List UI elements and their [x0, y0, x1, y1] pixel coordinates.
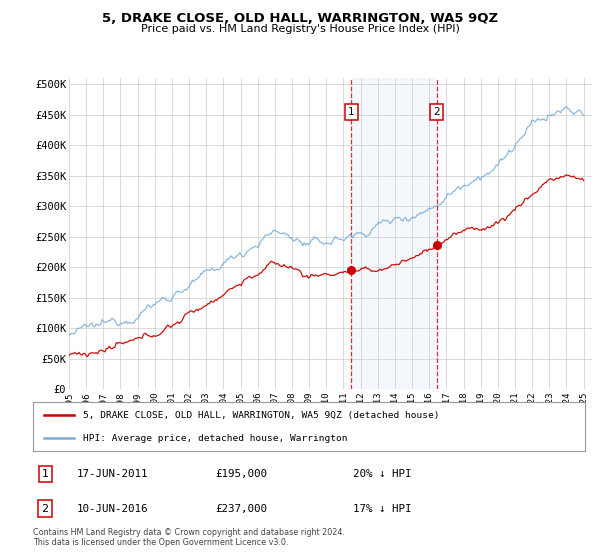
Text: £195,000: £195,000 — [215, 469, 267, 479]
Text: 1: 1 — [41, 469, 49, 479]
Text: 1: 1 — [348, 107, 355, 117]
Text: HPI: Average price, detached house, Warrington: HPI: Average price, detached house, Warr… — [83, 434, 347, 443]
Text: Contains HM Land Registry data © Crown copyright and database right 2024.
This d: Contains HM Land Registry data © Crown c… — [33, 528, 345, 547]
Text: 17-JUN-2011: 17-JUN-2011 — [77, 469, 149, 479]
Text: 2: 2 — [433, 107, 440, 117]
Text: 17% ↓ HPI: 17% ↓ HPI — [353, 503, 412, 514]
Bar — [352, 78, 437, 389]
Text: 20% ↓ HPI: 20% ↓ HPI — [353, 469, 412, 479]
Text: Price paid vs. HM Land Registry's House Price Index (HPI): Price paid vs. HM Land Registry's House … — [140, 24, 460, 34]
Text: 5, DRAKE CLOSE, OLD HALL, WARRINGTON, WA5 9QZ: 5, DRAKE CLOSE, OLD HALL, WARRINGTON, WA… — [102, 12, 498, 25]
Text: £237,000: £237,000 — [215, 503, 267, 514]
Text: 5, DRAKE CLOSE, OLD HALL, WARRINGTON, WA5 9QZ (detached house): 5, DRAKE CLOSE, OLD HALL, WARRINGTON, WA… — [83, 411, 439, 420]
Text: 10-JUN-2016: 10-JUN-2016 — [77, 503, 149, 514]
Text: 2: 2 — [41, 503, 49, 514]
